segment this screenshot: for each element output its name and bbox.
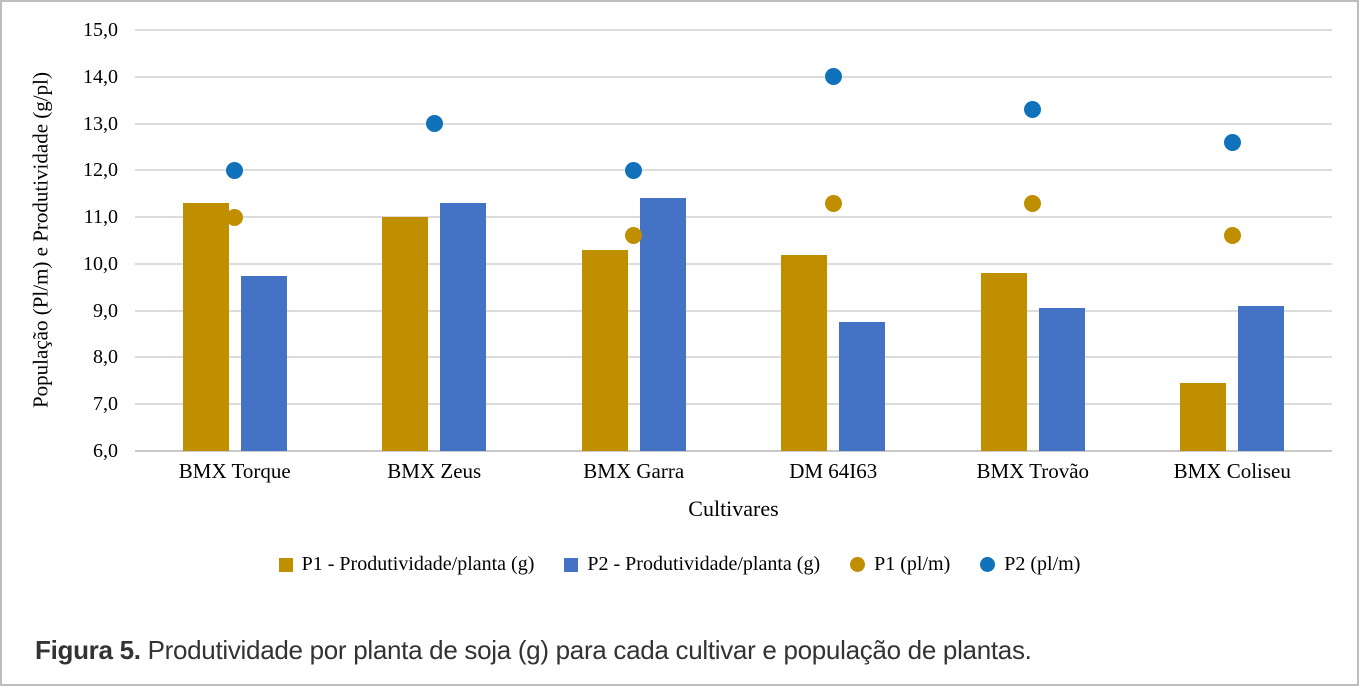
x-tick-label: BMX Garra <box>583 459 685 483</box>
gridline <box>135 309 1332 312</box>
x-tick-label: BMX Coliseu <box>1173 459 1291 483</box>
bar-p1 <box>182 203 229 451</box>
y-tick-label: 15,0 <box>83 19 118 41</box>
bar-p2 <box>240 275 287 451</box>
legend-marker-circle-icon <box>850 557 866 572</box>
legend-label: P1 - Produtividade/planta (g) <box>301 553 535 575</box>
dot-p1 <box>1024 194 1042 212</box>
y-tick-label: 13,0 <box>83 112 118 135</box>
y-tick-label: 7,0 <box>93 393 118 416</box>
bar-p1 <box>1180 383 1227 451</box>
legend-item: P2 (pl/m) <box>980 553 1080 576</box>
x-tick-label: BMX Zeus <box>387 459 482 483</box>
figure-caption: Figura 5. Produtividade por planta de so… <box>35 635 1032 666</box>
bar-p2 <box>839 322 886 451</box>
y-tick-label: 6,0 <box>93 440 118 462</box>
y-tick-label: 8,0 <box>93 346 118 369</box>
bar-p1 <box>980 273 1027 451</box>
dot-p2 <box>824 68 842 86</box>
legend-label: P1 (pl/m) <box>874 553 951 575</box>
legend-item: P1 (pl/m) <box>850 553 950 576</box>
plot-area <box>135 29 1332 452</box>
legend-item: P2 - Produtividade/planta (g) <box>564 553 820 576</box>
gridline <box>135 75 1332 78</box>
legend: P1 - Produtividade/planta (g) P2 - Produt… <box>2 553 1357 576</box>
legend-label: P2 (pl/m) <box>1004 553 1081 575</box>
legend-marker-circle-icon <box>980 557 996 572</box>
gridline <box>135 356 1332 359</box>
y-tick-label: 12,0 <box>83 159 118 182</box>
bar-p2 <box>1238 306 1285 451</box>
dot-p1 <box>625 227 643 245</box>
dot-p2 <box>1223 133 1241 151</box>
y-tick-label: 10,0 <box>83 252 118 275</box>
dot-p2 <box>625 161 643 179</box>
y-tick-label: 11,0 <box>83 206 118 229</box>
gridline <box>135 262 1332 265</box>
y-tick-label: 9,0 <box>93 299 118 322</box>
bar-p1 <box>781 254 828 451</box>
dot-p1 <box>226 208 244 226</box>
x-tick-label: BMX Trovão <box>976 459 1090 483</box>
caption-label: Figura 5. <box>35 635 141 665</box>
dot-p1 <box>824 194 842 212</box>
gridline <box>135 450 1332 452</box>
y-tick-label: 14,0 <box>83 65 118 88</box>
x-tick-label: BMX Torque <box>178 459 291 483</box>
legend-item: P1 - Produtividade/planta (g) <box>278 553 535 576</box>
bar-p2 <box>1038 308 1085 451</box>
gridline <box>135 169 1332 172</box>
gridline <box>135 122 1332 125</box>
legend-marker-square-icon <box>564 557 579 572</box>
dot-p2 <box>425 115 443 133</box>
bar-p2 <box>639 198 686 451</box>
caption-text: Produtividade por planta de soja (g) par… <box>140 635 1032 665</box>
y-axis-title: População (Pl/m) e Produtividade (g/pl) <box>28 72 53 409</box>
gridline <box>135 29 1332 31</box>
x-axis-title: Cultivares <box>688 496 779 521</box>
legend-label: P2 - Produtividade/planta (g) <box>587 553 821 575</box>
bar-p1 <box>581 249 628 451</box>
legend-marker-square-icon <box>278 557 293 572</box>
bar-p2 <box>440 203 487 451</box>
x-tick-label: DM 64I63 <box>789 459 878 483</box>
dot-p2 <box>1024 101 1042 119</box>
dot-p2 <box>226 161 244 179</box>
dot-p1 <box>1223 227 1241 245</box>
gridline <box>135 216 1332 219</box>
gridline <box>135 403 1332 406</box>
bar-p1 <box>382 217 429 451</box>
